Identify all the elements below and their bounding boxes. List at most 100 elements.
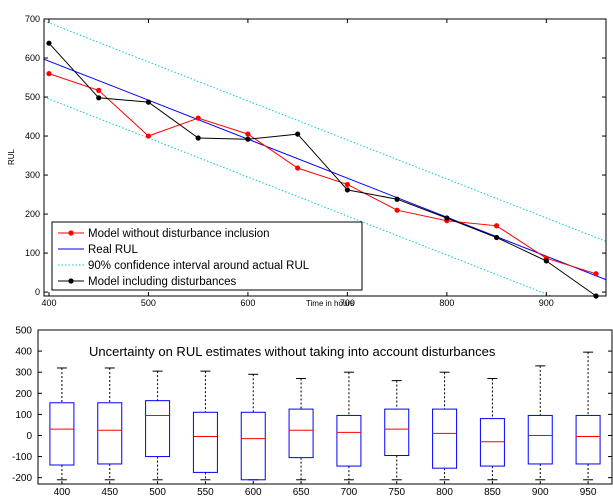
box-chart: -200 -100 0 100 200 300 400 500 400 450 500 550 600 6… — [12, 326, 613, 496]
box-x-tick-label: 650 — [293, 487, 310, 496]
legend-marker — [68, 278, 74, 284]
box-iqr — [575, 414, 601, 465]
confidence-upper-line — [44, 20, 606, 242]
box-iqr — [336, 414, 362, 467]
model-without-disturbance-point — [96, 87, 102, 93]
box-x-tick-label: 850 — [484, 487, 501, 496]
box-iqr — [527, 414, 553, 465]
box-item: 850 — [479, 378, 505, 496]
model-including-disturbances-point — [96, 95, 102, 101]
box-x-tick-label: 600 — [245, 487, 262, 496]
box-y-tick-label: -100 — [12, 452, 32, 463]
box-iqr — [432, 408, 458, 469]
y-axis-label: RUL — [7, 148, 16, 165]
box-x-tick-label: 450 — [101, 487, 118, 496]
x-tick-label: 500 — [141, 298, 156, 308]
box-chart-annotation: Uncertainty on RUL estimates without tak… — [89, 344, 496, 359]
y-tick-label: 300 — [25, 170, 40, 180]
box-y-tick-label: -200 — [12, 473, 32, 484]
legend-label: Real RUL — [88, 244, 138, 256]
box-y-tick-label: 400 — [15, 347, 32, 358]
box-y-tick-label: 100 — [15, 410, 32, 421]
x-tick-label: 400 — [41, 298, 56, 308]
model-including-disturbances-point — [195, 135, 201, 141]
box-item: 500 — [145, 370, 171, 496]
model-including-disturbances-point — [394, 196, 400, 202]
box-y-tick-label: 200 — [15, 389, 32, 400]
box-item: 400 — [49, 367, 75, 496]
model-including-disturbances-point — [46, 40, 52, 46]
y-tick-label: 500 — [25, 92, 40, 102]
confidence-lower-line — [44, 96, 553, 296]
box-x-tick-label: 750 — [388, 487, 405, 496]
box-item: 650 — [288, 378, 314, 496]
box-y-tick-label: 500 — [15, 326, 32, 337]
box-y-tick-label: 0 — [26, 431, 32, 442]
y-tick-label: 600 — [25, 53, 40, 63]
model-including-disturbances-line — [48, 42, 597, 297]
real-rul-line — [44, 58, 606, 281]
box-item: 750 — [384, 380, 410, 496]
box-iqr — [192, 411, 218, 473]
model-without-disturbance-point — [344, 181, 350, 188]
box-x-tick-label: 950 — [580, 487, 597, 496]
box-iqr — [479, 418, 505, 467]
box-x-tick-label: 550 — [197, 487, 214, 496]
box-y-tick-label: 300 — [15, 368, 32, 379]
box-x-tick-label: 800 — [436, 487, 453, 496]
legend-label: Model without disturbance inclusion — [88, 228, 270, 240]
x-axis-label: Time in hours — [306, 299, 354, 308]
box-iqr — [288, 408, 314, 459]
rul-chart: 400 500 600 700 800 900 0 100 200 300 400 500 600 700… — [7, 14, 607, 308]
x-tick-label: 600 — [240, 298, 255, 308]
y-tick-label: 700 — [25, 14, 40, 24]
box-x-tick-label: 700 — [341, 487, 358, 496]
box-item: 550 — [192, 370, 218, 496]
legend-label: Model including disturbances — [88, 276, 237, 288]
model-including-disturbances-point — [344, 187, 350, 193]
box-x-tick-label: 900 — [532, 487, 549, 496]
model-including-disturbances-point — [543, 258, 549, 264]
box-x-tick-label: 500 — [149, 487, 166, 496]
y-tick-label: 100 — [25, 248, 40, 258]
model-without-disturbance-point — [46, 71, 52, 77]
model-without-disturbance-point — [245, 131, 251, 137]
box-item: 800 — [432, 371, 458, 496]
box-iqr — [240, 411, 266, 481]
box-iqr — [97, 402, 123, 465]
box-iqr — [49, 402, 75, 466]
model-including-disturbances-point — [145, 99, 152, 105]
model-without-disturbance-point — [195, 115, 201, 121]
legend: Model without disturbance inclusion Real … — [51, 221, 363, 291]
y-tick-label: 200 — [25, 209, 40, 219]
model-without-disturbance-point — [145, 133, 152, 139]
box-item: 900 — [527, 365, 553, 496]
model-without-disturbance-point — [593, 271, 599, 277]
box-iqr — [145, 400, 171, 458]
box-item: 600 — [240, 373, 266, 496]
legend-label: 90% confidence interval around actual RU… — [88, 260, 310, 272]
model-without-disturbance-point — [295, 165, 301, 171]
x-tick-label: 700 — [340, 298, 355, 308]
y-tick-label: 0 — [35, 287, 40, 297]
legend-box — [51, 221, 363, 291]
model-including-disturbances-point — [493, 234, 500, 241]
model-including-disturbances-point — [245, 136, 251, 142]
box-item: 950 — [575, 351, 601, 496]
box-iqr — [384, 408, 410, 457]
y-tick-label: 400 — [25, 131, 40, 141]
box-item: 450 — [97, 367, 123, 496]
plot-frame — [43, 18, 607, 297]
model-including-disturbances-point — [295, 131, 301, 137]
model-including-disturbances-point — [444, 215, 450, 221]
x-tick-label: 800 — [439, 298, 454, 308]
model-without-disturbance-point — [493, 223, 500, 229]
model-without-disturbance-line — [48, 73, 597, 275]
box-item: 700 — [336, 371, 362, 496]
x-tick-label: 900 — [539, 298, 554, 308]
box-plot-frame — [37, 329, 613, 485]
legend-marker — [68, 230, 74, 236]
model-without-disturbance-point — [394, 207, 400, 213]
box-x-tick-label: 400 — [54, 487, 71, 496]
